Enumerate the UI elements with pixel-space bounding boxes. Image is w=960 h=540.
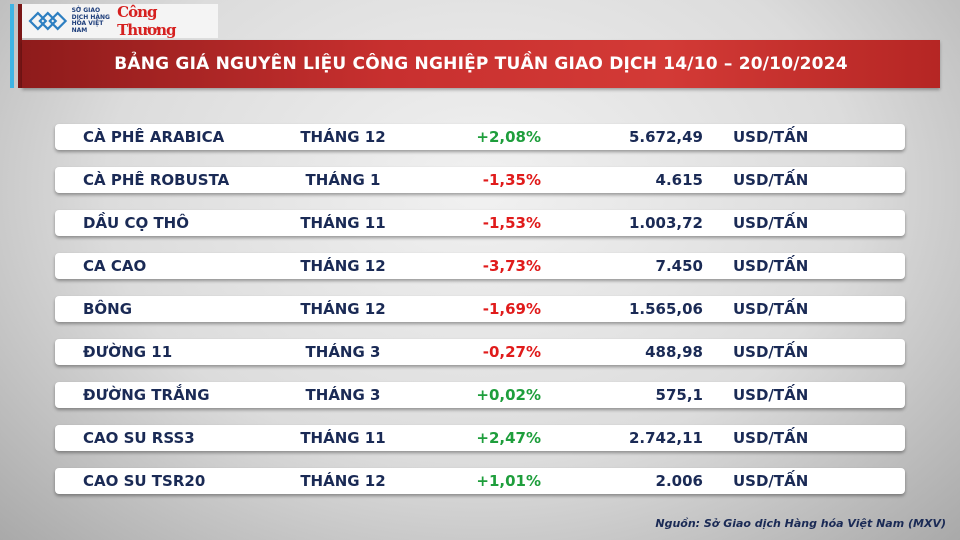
contract-month: THÁNG 12 — [300, 472, 386, 490]
table-row: CAO SU RSS3 THÁNG 11 +2,47% 2.742,11 USD… — [55, 425, 905, 451]
table-row: DẦU CỌ THÔ THÁNG 11 -1,53% 1.003,72 USD/… — [55, 210, 905, 236]
price: 2.742,11 — [628, 429, 703, 447]
price-change: -1,35% — [482, 171, 541, 189]
contract-month: THÁNG 12 — [300, 257, 386, 275]
contract-month: THÁNG 12 — [300, 128, 386, 146]
accent-bar-red — [18, 4, 22, 88]
price-change: +0,02% — [476, 386, 541, 404]
unit: USD/TẤN — [733, 343, 809, 361]
price-change: -1,53% — [482, 214, 541, 232]
logo: SỞ GIAO DỊCH HÀNG HÓA VIỆT NAM Công Thươ… — [22, 3, 218, 39]
contract-month: THÁNG 11 — [300, 429, 386, 447]
price-change: -1,69% — [482, 300, 541, 318]
commodity-name: CÀ PHÊ ARABICA — [83, 128, 225, 146]
price: 1.565,06 — [628, 300, 703, 318]
exchange-name: SỞ GIAO DỊCH HÀNG HÓA VIỆT NAM — [71, 7, 110, 34]
commodity-name: CAO SU TSR20 — [83, 472, 206, 490]
source-note: Nguồn: Sở Giao dịch Hàng hóa Việt Nam (M… — [655, 517, 946, 530]
table-row: CÀ PHÊ ARABICA THÁNG 12 +2,08% 5.672,49 … — [55, 124, 905, 150]
commodity-name: BÔNG — [83, 300, 133, 318]
price: 2.006 — [655, 472, 703, 490]
table-row: CAO SU TSR20 THÁNG 12 +1,01% 2.006 USD/T… — [55, 468, 905, 494]
unit: USD/TẤN — [733, 300, 809, 318]
commodity-name: ĐƯỜNG 11 — [83, 343, 173, 361]
brand-name: Công Thương — [117, 3, 176, 39]
contract-month: THÁNG 1 — [305, 171, 381, 189]
mxv-logo-icon — [28, 11, 68, 31]
commodity-name: CÀ PHÊ ROBUSTA — [83, 171, 230, 189]
unit: USD/TẤN — [733, 386, 809, 404]
unit: USD/TẤN — [733, 214, 809, 232]
page-title: BẢNG GIÁ NGUYÊN LIỆU CÔNG NGHIỆP TUẦN GI… — [22, 40, 940, 88]
contract-month: THÁNG 3 — [305, 343, 381, 361]
table-row: ĐƯỜNG 11 THÁNG 3 -0,27% 488,98 USD/TẤN — [55, 339, 905, 365]
table-row: CÀ PHÊ ROBUSTA THÁNG 1 -1,35% 4.615 USD/… — [55, 167, 905, 193]
accent-bar — [10, 4, 14, 88]
table-row: ĐƯỜNG TRẮNG THÁNG 3 +0,02% 575,1 USD/TẤN — [55, 382, 905, 408]
contract-month: THÁNG 12 — [300, 300, 386, 318]
unit: USD/TẤN — [733, 472, 809, 490]
price: 4.615 — [655, 171, 703, 189]
price: 575,1 — [655, 386, 703, 404]
contract-month: THÁNG 3 — [305, 386, 381, 404]
table-row: BÔNG THÁNG 12 -1,69% 1.565,06 USD/TẤN — [55, 296, 905, 322]
price-change: +2,47% — [476, 429, 541, 447]
price: 1.003,72 — [628, 214, 703, 232]
contract-month: THÁNG 11 — [300, 214, 386, 232]
unit: USD/TẤN — [733, 257, 809, 275]
price: 5.672,49 — [628, 128, 703, 146]
commodity-name: DẦU CỌ THÔ — [83, 214, 189, 232]
price-change: +1,01% — [476, 472, 541, 490]
unit: USD/TẤN — [733, 171, 809, 189]
unit: USD/TẤN — [733, 429, 809, 447]
commodity-name: CA CAO — [83, 257, 147, 275]
price-change: -0,27% — [482, 343, 541, 361]
commodity-name: CAO SU RSS3 — [83, 429, 195, 447]
table-row: CA CAO THÁNG 12 -3,73% 7.450 USD/TẤN — [55, 253, 905, 279]
price-change: +2,08% — [476, 128, 541, 146]
price: 7.450 — [655, 257, 703, 275]
price-change: -3,73% — [482, 257, 541, 275]
price: 488,98 — [645, 343, 703, 361]
commodity-name: ĐƯỜNG TRẮNG — [83, 386, 210, 404]
unit: USD/TẤN — [733, 128, 809, 146]
